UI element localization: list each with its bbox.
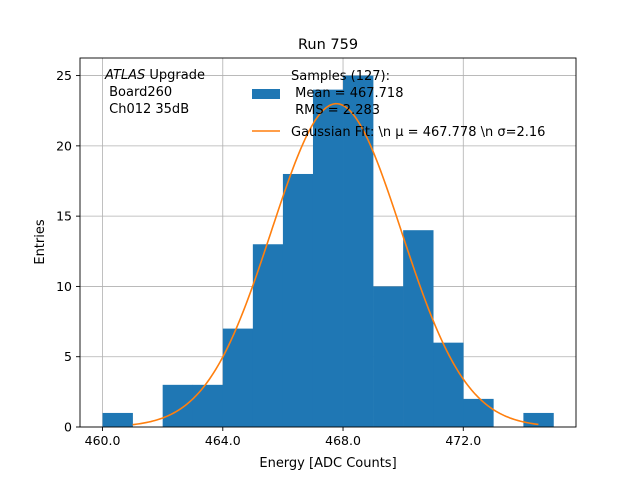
y-tick-label-5: 25 xyxy=(56,68,72,83)
legend-fit-label: Gaussian Fit: \n μ = 467.778 \n σ=2.16 xyxy=(291,125,545,140)
annotation-board: Board260 xyxy=(105,85,172,100)
histogram-bar-11 xyxy=(433,342,464,427)
histogram-bar-3 xyxy=(192,384,224,427)
x-tick-label-3: 472.0 xyxy=(445,433,481,448)
x-axis-ticks: 460.0 464.0 468.0 472.0 xyxy=(85,427,481,448)
y-tick-label-0: 0 xyxy=(64,420,72,435)
gaussian-fit-curve xyxy=(132,102,539,426)
annotation-box: ATLAS Upgrade Board260 Ch012 35dB xyxy=(104,68,205,117)
histogram-bar-5 xyxy=(252,244,284,427)
histogram-bar-2 xyxy=(162,384,194,427)
legend-histogram-swatch xyxy=(252,89,280,99)
x-axis-label: Energy [ADC Counts] xyxy=(259,456,396,471)
y-axis-label: Entries xyxy=(33,219,48,265)
y-tick-label-4: 20 xyxy=(56,138,72,153)
x-tick-label-1: 464.0 xyxy=(205,433,241,448)
histogram-bar-14 xyxy=(523,412,554,427)
y-tick-label-3: 15 xyxy=(56,209,72,224)
legend: Samples (127): Mean = 467.718 RMS = 2.28… xyxy=(252,69,545,140)
histogram-bar-10 xyxy=(403,230,434,427)
y-tick-label-2: 10 xyxy=(56,279,72,294)
histogram-bar-4 xyxy=(222,328,254,427)
legend-samples-line: Samples (127): xyxy=(291,69,390,84)
axes-frame xyxy=(79,57,577,428)
histogram-bar-12 xyxy=(463,398,494,427)
histogram-bar-8 xyxy=(343,75,374,428)
x-tick-label-2: 468.0 xyxy=(325,433,361,448)
x-tick-label-0: 460.0 xyxy=(85,433,121,448)
atlas-label: ATLAS xyxy=(104,68,145,83)
histogram-bar-7 xyxy=(312,89,344,427)
annotation-line-1: ATLAS Upgrade xyxy=(104,68,205,83)
annotation-channel: Ch012 35dB xyxy=(105,102,189,117)
chart-title: Run 759 xyxy=(298,37,358,53)
histogram-bar-9 xyxy=(373,286,404,427)
histogram-bar-0 xyxy=(102,412,133,427)
histogram-bar-6 xyxy=(282,173,314,427)
upgrade-label: Upgrade xyxy=(145,68,205,83)
y-axis-ticks: 0 5 10 15 20 25 xyxy=(56,68,80,435)
legend-mean-line: Mean = 467.718 xyxy=(291,86,403,101)
legend-rms-line: RMS = 2.283 xyxy=(291,103,380,118)
y-tick-label-1: 5 xyxy=(64,349,72,364)
histogram-bars xyxy=(102,75,554,428)
